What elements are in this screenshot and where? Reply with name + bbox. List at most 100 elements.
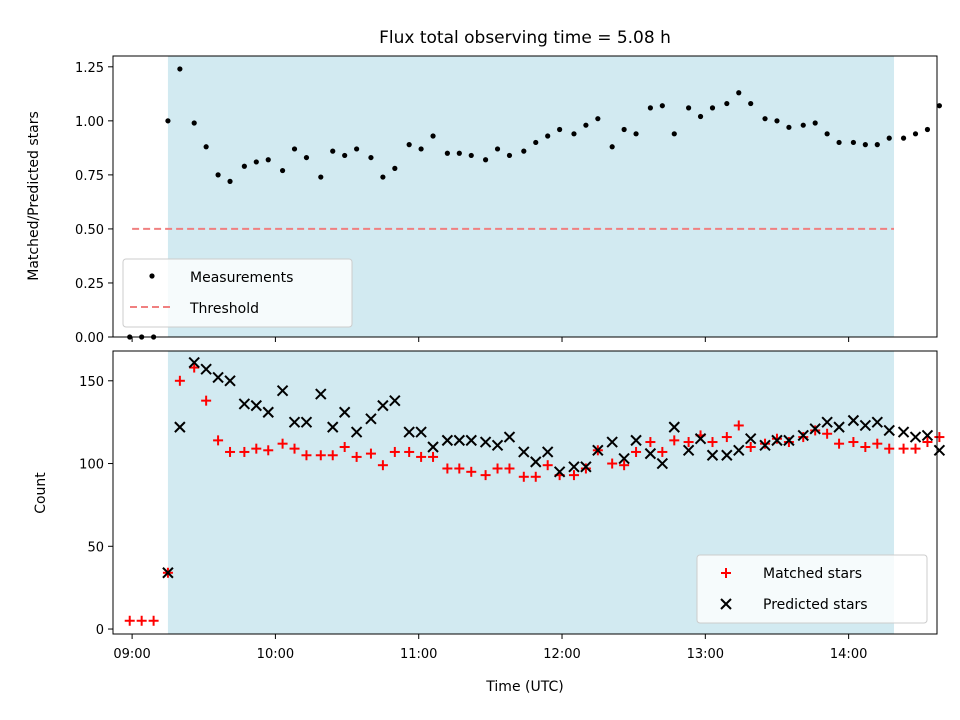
x-axis-label: Time (UTC): [485, 679, 563, 695]
legend-matched-marker: [721, 568, 731, 578]
measurement-point: [836, 139, 842, 146]
measurement-point: [482, 157, 489, 163]
predicted-star-point: [847, 414, 860, 427]
predicted-star-point: [518, 446, 530, 458]
matched-star-point: [733, 420, 744, 431]
matched-star-point: [148, 615, 159, 626]
bottom-y-axis-label: Count: [33, 472, 49, 514]
predicted-star-point: [276, 385, 289, 397]
matched-star-point: [530, 471, 541, 482]
predicted-star-point: [200, 363, 212, 375]
predicted-star-point: [338, 406, 351, 418]
matched-star-point: [189, 362, 200, 373]
measurement-point: [697, 113, 704, 120]
predicted-star-point: [300, 416, 313, 428]
measurement-point: [633, 131, 639, 137]
y-tick-label: 1.25: [75, 61, 104, 76]
measurement-point: [291, 146, 298, 152]
x-tick-label: 13:00: [687, 647, 724, 662]
top-panel: 0.00 0.25 0.50 0.75 1.00 1.25 Matched/Predict…: [26, 55, 942, 346]
predicted-star-point: [188, 356, 200, 369]
measurement-point: [533, 139, 539, 146]
legend-predicted-marker: [720, 598, 732, 610]
matched-star-point: [351, 451, 362, 462]
measurement-point: [318, 174, 324, 180]
measurement-point: [191, 120, 197, 126]
measurement-point: [354, 146, 360, 152]
matched-star-point: [683, 437, 694, 448]
predicted-star-point: [479, 436, 492, 448]
predicted-star-point: [541, 446, 554, 458]
measurement-point: [748, 100, 754, 107]
measurement-point: [380, 174, 386, 180]
matched-star-point: [860, 441, 871, 452]
measurement-point: [900, 135, 907, 141]
measurement-point: [227, 178, 233, 184]
matched-star-point: [771, 433, 782, 444]
measurement-point: [557, 126, 563, 133]
top-x-ticks: [131, 337, 850, 342]
predicted-star-point: [759, 439, 771, 452]
predicted-star-point: [427, 441, 439, 453]
measurement-point: [583, 122, 589, 128]
y-tick-label: 50: [87, 540, 104, 555]
y-tick-label: 0.25: [75, 277, 104, 292]
matched-star-point: [404, 446, 415, 457]
predicted-star-point: [350, 426, 363, 438]
measurement-point: [406, 142, 412, 148]
x-tick-label: 14:00: [830, 647, 867, 662]
bottom-legend: Matched stars Predicted stars: [696, 554, 928, 624]
matched-star-point: [898, 443, 909, 454]
matched-star-point: [365, 448, 376, 459]
matched-star-point: [174, 375, 185, 386]
y-tick-label: 150: [79, 375, 104, 390]
matched-star-point: [760, 438, 771, 449]
y-tick-label: 100: [79, 458, 104, 473]
predicted-star-point: [833, 421, 845, 433]
matched-star-point: [301, 450, 312, 461]
matched-star-point: [645, 437, 656, 448]
legend-measurements-label: Measurements: [190, 270, 293, 286]
measurement-point: [647, 105, 653, 111]
x-tick-label: 12:00: [543, 647, 580, 662]
measurement-point: [418, 146, 424, 152]
matched-star-point: [518, 471, 529, 482]
matched-star-point: [568, 470, 579, 481]
matched-star-point: [416, 451, 427, 462]
predicted-star-point: [503, 431, 516, 443]
predicted-star-point: [883, 424, 895, 437]
bottom-panel: 0 50 100 150 09:00 10:00 11:00 12:00 13:00 14:00…: [33, 350, 946, 695]
predicted-star-point: [921, 429, 934, 442]
measurement-point: [709, 105, 716, 111]
matched-star-point: [289, 443, 300, 454]
legend-predicted-label: Predicted stars: [763, 597, 868, 613]
matched-star-point: [580, 463, 591, 474]
measurement-point: [392, 165, 398, 171]
measurement-point: [686, 105, 692, 111]
predicted-star-point: [580, 461, 592, 473]
measurement-point: [824, 131, 830, 137]
top-legend: Measurements Threshold: [122, 258, 353, 328]
matched-star-point: [480, 470, 491, 481]
predicted-star-point: [415, 426, 427, 438]
x-tick-label: 11:00: [400, 647, 437, 662]
predicted-star-point: [491, 439, 504, 452]
matched-star-point: [251, 443, 262, 454]
predicted-star-point: [618, 452, 630, 465]
measurement-point: [800, 122, 806, 128]
predicted-star-point: [465, 434, 477, 447]
predicted-star-point: [389, 394, 401, 407]
predicted-star-point: [174, 421, 186, 433]
predicted-star-point: [733, 444, 745, 457]
predicted-star-point: [744, 433, 757, 445]
predicted-stars-points: [162, 356, 946, 579]
matched-star-point: [848, 437, 859, 448]
matched-star-point: [389, 446, 400, 457]
predicted-star-point: [909, 431, 922, 443]
matched-star-point: [721, 432, 732, 443]
measurement-point: [506, 152, 513, 159]
measurement-point: [494, 146, 501, 152]
measurement-point: [177, 66, 183, 72]
measurement-point: [330, 148, 336, 154]
predicted-star-point: [377, 399, 389, 412]
